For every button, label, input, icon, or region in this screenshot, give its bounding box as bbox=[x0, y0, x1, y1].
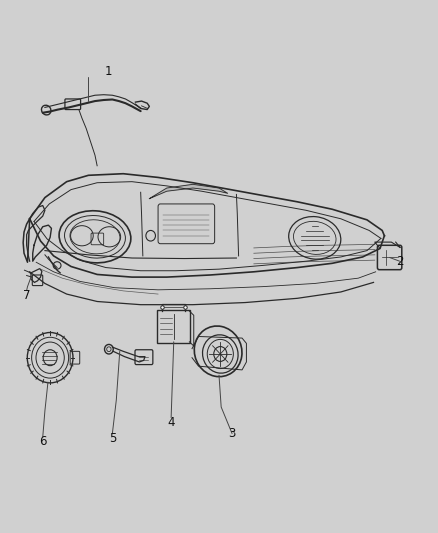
Text: 5: 5 bbox=[109, 432, 116, 446]
Text: 3: 3 bbox=[228, 427, 236, 440]
Text: 6: 6 bbox=[39, 435, 46, 448]
Text: 7: 7 bbox=[23, 289, 30, 302]
Polygon shape bbox=[149, 184, 228, 199]
Text: 4: 4 bbox=[167, 416, 175, 430]
Text: 2: 2 bbox=[396, 255, 403, 268]
Text: 1: 1 bbox=[104, 65, 112, 78]
